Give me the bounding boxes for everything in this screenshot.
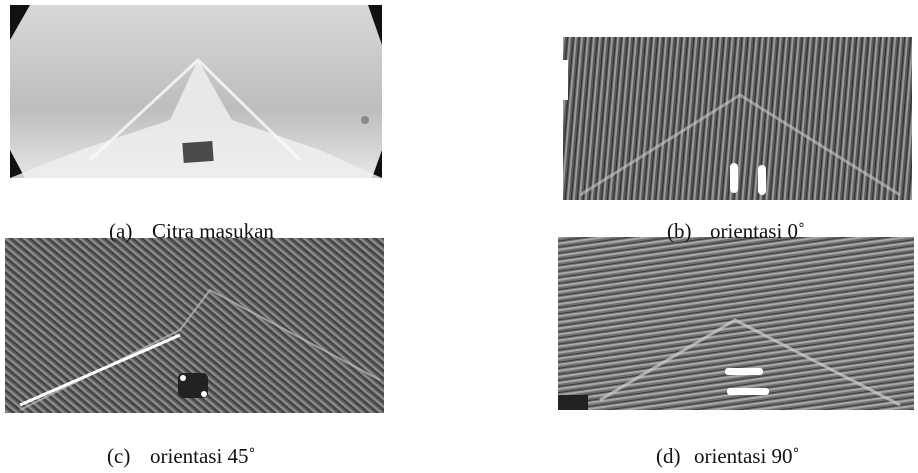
image-b	[563, 37, 912, 200]
image-a	[10, 5, 382, 178]
page: (a) Citra masukan (b) orientasi 0˚ (c) o…	[0, 0, 918, 473]
panel-caption: orientasi 45˚	[150, 444, 256, 468]
panel-label: (d)	[656, 444, 681, 468]
panel-label: (a)	[109, 219, 132, 243]
panel-label: (b)	[667, 219, 692, 243]
panel-caption: orientasi 90˚	[694, 444, 800, 468]
figure: (a) Citra masukan (b) orientasi 0˚ (c) o…	[0, 0, 918, 473]
panel-caption: orientasi 0˚	[710, 219, 805, 243]
image-c	[5, 238, 384, 413]
image-d	[558, 237, 914, 410]
panel-caption: Citra masukan	[152, 219, 274, 243]
panel-label: (c)	[107, 444, 130, 468]
